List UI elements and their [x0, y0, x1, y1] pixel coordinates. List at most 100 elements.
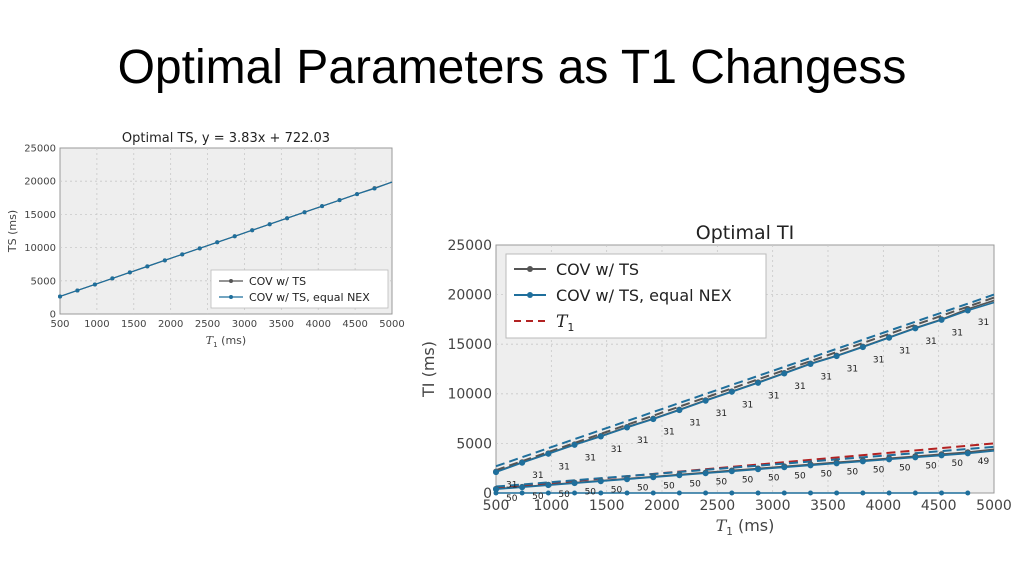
- annotation-label: 31: [742, 400, 753, 410]
- series-point-1: [215, 240, 220, 245]
- chart-legend: [210, 269, 389, 309]
- series-point-4: [834, 490, 840, 496]
- series-point-1: [267, 222, 272, 227]
- series-point-1: [755, 379, 762, 386]
- chart-legend: [505, 253, 767, 339]
- series-point-1: [232, 234, 237, 239]
- series-point-4: [624, 490, 630, 496]
- series-point-4: [965, 490, 971, 496]
- annotation-label: 50: [611, 486, 623, 496]
- series-point-3: [859, 458, 866, 465]
- legend-marker: [229, 279, 233, 283]
- x-tick-label: 3000: [755, 498, 791, 514]
- series-line-1: [59, 181, 393, 298]
- series-point-3: [597, 478, 604, 485]
- series-point-4: [703, 490, 709, 496]
- series-point-1: [180, 252, 185, 257]
- annotation-label: 31: [952, 328, 963, 338]
- series-point-1: [676, 407, 683, 414]
- y-axis-label: TS (ms): [6, 210, 19, 253]
- x-tick-label: 500: [483, 498, 510, 514]
- series-point-1: [702, 397, 709, 404]
- annotation-label: 31: [506, 481, 517, 491]
- series-point-1: [302, 210, 307, 215]
- x-axis-label: T1 (ms): [716, 516, 775, 538]
- series-point-4: [729, 490, 735, 496]
- annotation-label: 31: [689, 419, 700, 429]
- series-point-3: [807, 462, 814, 469]
- x-axis-label: T1 (ms): [206, 334, 246, 349]
- series-point-1: [285, 216, 290, 221]
- annotation-label: 50: [952, 459, 964, 469]
- series-point-1: [92, 282, 97, 287]
- annotation-label: 50: [899, 463, 911, 473]
- series-point-3: [519, 484, 526, 491]
- annotation-label: 31: [611, 445, 622, 455]
- legend-label: COV w/ TS, equal NEX: [556, 286, 732, 305]
- series-point-1: [938, 316, 945, 323]
- series-point-4: [886, 490, 892, 496]
- legend-marker: [527, 266, 533, 272]
- series-point-3: [755, 466, 762, 473]
- x-tick-label: 4000: [305, 319, 330, 330]
- series-point-1: [571, 441, 578, 448]
- y-tick-label: 20000: [24, 177, 56, 188]
- annotation-label: 50: [689, 480, 701, 490]
- legend-marker: [229, 295, 233, 299]
- annotation-label: 50: [637, 484, 649, 494]
- annotation-label: 31: [925, 337, 936, 347]
- chart-title: Optimal TS, y = 3.83x + 722.03: [122, 131, 330, 146]
- series-point-3: [938, 452, 945, 459]
- x-tick-label: 2500: [195, 319, 220, 330]
- x-tick-label: 3500: [269, 319, 294, 330]
- slide-title: Optimal Parameters as T1 Changess: [117, 41, 907, 94]
- series-point-4: [860, 490, 866, 496]
- series-point-3: [545, 482, 552, 489]
- series-point-3: [781, 464, 788, 471]
- y-tick-label: 10000: [24, 243, 56, 254]
- series-point-1: [320, 204, 325, 209]
- series-point-1: [912, 325, 919, 332]
- series-point-1: [833, 353, 840, 360]
- x-tick-label: 4000: [866, 498, 902, 514]
- x-tick-label: 2500: [700, 498, 736, 514]
- series-line-1: [495, 301, 995, 473]
- annotation-label: 31: [821, 373, 832, 383]
- legend-label: T1: [556, 312, 574, 334]
- annotation-label: 31: [978, 318, 989, 328]
- annotation-label: 31: [532, 471, 543, 481]
- annotation-label: 50: [506, 494, 518, 504]
- series-point-4: [676, 490, 682, 496]
- annotation-label: 31: [558, 462, 569, 472]
- annotation-label: 50: [716, 478, 728, 488]
- y-tick-label: 25000: [24, 144, 56, 155]
- y-tick-label: 5000: [31, 276, 56, 287]
- series-point-1: [545, 450, 552, 457]
- series-point-3: [702, 470, 709, 477]
- series-point-1: [127, 270, 132, 275]
- series-point-3: [624, 476, 631, 483]
- annotation-label: 50: [794, 471, 806, 481]
- legend-marker: [527, 292, 533, 298]
- series-point-4: [939, 490, 945, 496]
- series-point-4: [519, 490, 525, 496]
- y-axis-label: TI (ms): [419, 341, 438, 398]
- series-point-1: [964, 307, 971, 314]
- series-point-1: [807, 361, 814, 368]
- annotation-label: 31: [637, 436, 648, 446]
- series-point-1: [728, 388, 735, 395]
- y-tick-label: 0: [50, 310, 56, 321]
- series-point-1: [372, 186, 377, 191]
- series-point-4: [808, 490, 814, 496]
- chart-title: Optimal TI: [696, 222, 794, 244]
- series-point-3: [728, 468, 735, 475]
- annotation-label: 31: [716, 409, 727, 419]
- series-point-1: [250, 228, 255, 233]
- series-point-1: [781, 370, 788, 377]
- x-tick-label: 3000: [232, 319, 257, 330]
- series-point-1: [597, 433, 604, 440]
- annotation-label: 50: [585, 488, 597, 498]
- x-tick-label: 3500: [810, 498, 846, 514]
- optimal-ti-chart: 500 1000 1500 2000 2500 3000 3500 4000 4500 5000 0…: [419, 222, 1012, 538]
- y-tick-label: 25000: [447, 238, 492, 254]
